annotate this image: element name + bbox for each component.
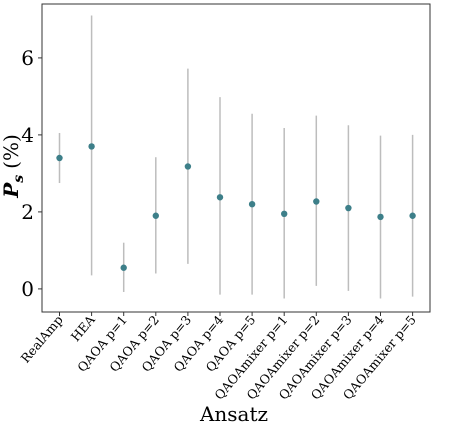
x-axis-title: Ansatz bbox=[199, 402, 268, 426]
data-point bbox=[216, 194, 224, 201]
y-tick-label: 0 bbox=[21, 277, 34, 301]
data-point bbox=[88, 143, 95, 150]
y-axis-title-unit: (%) bbox=[0, 134, 23, 169]
data-point bbox=[56, 154, 63, 162]
data-point bbox=[377, 213, 384, 221]
error-bars bbox=[58, 15, 414, 299]
y-tick-label: 6 bbox=[21, 46, 34, 70]
x-tick-label: HEA bbox=[68, 312, 99, 345]
data-point bbox=[409, 212, 416, 219]
data-point bbox=[152, 212, 159, 219]
data-point bbox=[313, 198, 320, 205]
y-axis-title-main: P bbox=[0, 182, 23, 199]
y-axis-title-sub: s bbox=[11, 175, 27, 183]
y-tick-label: 2 bbox=[21, 200, 34, 224]
data-points bbox=[56, 143, 416, 271]
data-point bbox=[345, 204, 352, 212]
data-point bbox=[184, 163, 192, 170]
data-point bbox=[120, 264, 127, 271]
y-tick-label: 4 bbox=[21, 123, 34, 147]
x-tick-label: RealAmp bbox=[18, 312, 66, 365]
plot-frame bbox=[41, 3, 431, 313]
y-axis-title: Ps (%) bbox=[0, 134, 27, 199]
y-axis-ticks: 0 2 4 6 bbox=[21, 46, 42, 301]
data-point bbox=[248, 201, 256, 208]
data-point bbox=[281, 210, 288, 218]
